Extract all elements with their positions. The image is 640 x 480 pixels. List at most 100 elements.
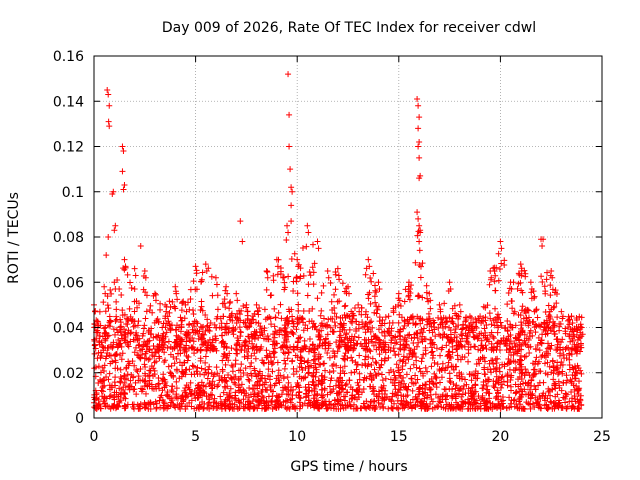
data-point <box>258 325 265 332</box>
data-point <box>227 385 234 392</box>
data-point <box>242 337 249 344</box>
data-point <box>463 317 470 324</box>
data-point <box>366 373 373 380</box>
data-point <box>532 345 539 352</box>
data-point <box>462 376 469 383</box>
data-point <box>331 319 338 326</box>
data-point <box>397 357 404 364</box>
data-point <box>530 295 537 302</box>
data-point <box>216 324 223 331</box>
data-point <box>176 343 183 350</box>
data-point <box>430 381 437 388</box>
data-point <box>504 301 511 308</box>
data-point <box>280 375 287 382</box>
data-point <box>412 354 419 361</box>
data-point <box>156 337 163 344</box>
data-point <box>203 267 210 274</box>
data-point <box>183 308 190 315</box>
data-point <box>576 385 583 392</box>
data-point <box>317 312 324 319</box>
data-point <box>110 339 117 346</box>
data-point <box>337 374 344 381</box>
data-point <box>400 356 407 363</box>
data-point <box>499 381 506 388</box>
data-point <box>288 255 295 262</box>
data-point <box>295 263 302 270</box>
data-point <box>132 272 139 279</box>
data-point <box>99 383 106 390</box>
data-point <box>507 345 514 352</box>
data-point <box>364 323 371 330</box>
data-point <box>238 381 245 388</box>
data-point <box>173 327 180 334</box>
data-point <box>480 303 487 310</box>
data-point <box>113 313 120 320</box>
data-point <box>367 383 374 390</box>
data-point <box>388 404 395 411</box>
data-point <box>303 393 310 400</box>
data-point <box>155 343 162 350</box>
data-point <box>107 352 114 359</box>
data-point <box>539 392 546 399</box>
data-point <box>356 308 363 315</box>
data-point <box>320 282 327 289</box>
data-point <box>329 306 336 313</box>
data-point <box>106 370 113 377</box>
data-point <box>293 326 300 333</box>
data-point <box>284 320 291 327</box>
data-point <box>492 272 499 279</box>
data-point <box>494 322 501 329</box>
data-point <box>416 247 423 254</box>
data-point <box>166 298 173 305</box>
data-point <box>353 387 360 394</box>
data-point <box>173 336 180 343</box>
data-point <box>290 371 297 378</box>
data-point <box>371 405 378 412</box>
data-point <box>412 379 419 386</box>
data-point <box>282 328 289 335</box>
data-point <box>174 322 181 329</box>
data-point <box>120 186 127 193</box>
data-point <box>211 321 218 328</box>
data-point <box>298 360 305 367</box>
data-point <box>337 332 344 339</box>
data-point <box>534 314 541 321</box>
data-point <box>313 326 320 333</box>
data-point <box>150 372 157 379</box>
data-point <box>400 325 407 332</box>
data-point <box>519 303 526 310</box>
data-point <box>275 377 282 384</box>
data-point <box>484 386 491 393</box>
data-point <box>344 355 351 362</box>
data-point <box>206 379 213 386</box>
data-point <box>134 368 141 375</box>
data-point <box>470 391 477 398</box>
data-point <box>362 404 369 411</box>
data-point <box>222 326 229 333</box>
data-point <box>256 398 263 405</box>
data-point <box>563 405 570 412</box>
data-point <box>157 300 164 307</box>
data-point <box>389 334 396 341</box>
data-point <box>201 390 208 397</box>
data-point <box>191 323 198 330</box>
data-point <box>562 345 569 352</box>
data-point <box>405 279 412 286</box>
data-point <box>250 403 257 410</box>
data-point <box>128 371 135 378</box>
data-point <box>537 339 544 346</box>
data-point <box>304 292 311 299</box>
data-point <box>532 321 539 328</box>
data-point <box>102 337 109 344</box>
data-point <box>227 374 234 381</box>
data-point <box>456 301 463 308</box>
data-point <box>547 345 554 352</box>
data-point <box>111 227 118 234</box>
data-point <box>527 394 534 401</box>
data-point <box>462 400 469 407</box>
data-point <box>554 365 561 372</box>
data-point <box>381 346 388 353</box>
data-point <box>488 274 495 281</box>
data-point <box>303 243 310 250</box>
